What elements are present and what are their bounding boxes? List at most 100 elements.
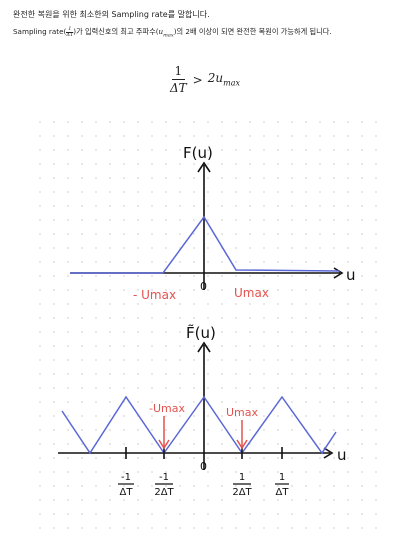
grid-dot [165,387,167,389]
grid-dot [137,135,139,137]
grid-dot [319,415,321,417]
grid-dot [207,121,209,123]
grid-dot [333,247,335,249]
grid-dot [179,485,181,487]
grid-dot [95,163,97,165]
grid-dot [151,485,153,487]
grid-dot [277,289,279,291]
grid-dot [123,373,125,375]
grid-dot [123,359,125,361]
grid-dot [263,289,265,291]
grid-dot [263,471,265,473]
grid-dot [151,401,153,403]
grid-dot [81,289,83,291]
grid-dot [277,233,279,235]
grid-dot [207,219,209,221]
grid-dot [277,513,279,515]
grid-dot [179,205,181,207]
grid-dot [221,177,223,179]
grid-dot [319,191,321,193]
grid-dot [333,289,335,291]
grid-dot [235,149,237,151]
grid-dot [81,149,83,151]
grid-dot [333,485,335,487]
grid-dot [319,485,321,487]
grid-dot [123,289,125,291]
grid-dot [347,177,349,179]
grid-dot [81,485,83,487]
grid-dot [347,261,349,263]
description-line: Sampling rate(1 ΔT)가 입력신호의 최고 주파수(umax)의 … [13,25,332,42]
grid-dot [151,387,153,389]
grid-dot [207,471,209,473]
grid-dot [39,443,41,445]
grid-dot [123,191,125,193]
grid-dot [347,485,349,487]
grid-dot [193,177,195,179]
grid-dot [165,177,167,179]
grid-dot [249,163,251,165]
grid-dot [179,513,181,515]
grid-dot [221,387,223,389]
grid-dot [165,499,167,501]
grid-dot [263,233,265,235]
grid-dot [249,401,251,403]
grid-dot [109,527,111,529]
grid-dot [137,317,139,319]
intro-line: 완전한 복원을 위한 최소한의 Sampling rate를 말합니다. [13,10,210,19]
grid-dot [333,121,335,123]
grid-dot [165,233,167,235]
grid-dot [123,247,125,249]
grid-dot [67,149,69,151]
grid-dot [193,401,195,403]
grid-dot [347,359,349,361]
grid-dot [361,471,363,473]
formula-den: ΔT [170,81,187,95]
grid-dot [193,345,195,347]
grid-dot [193,499,195,501]
grid-dot [221,415,223,417]
grid-dot [291,275,293,277]
grid-dot [277,457,279,459]
inline-fraction: 1 ΔT [66,26,74,38]
grid-dot [277,261,279,263]
grid-dot [319,303,321,305]
grid-dot [39,303,41,305]
grid-dot [207,387,209,389]
grid-dot [235,177,237,179]
grid-dot [375,317,377,319]
grid-dot [305,415,307,417]
grid-dot [291,373,293,375]
grid-dot [67,485,69,487]
grid-dot [67,401,69,403]
grid-dot [193,429,195,431]
grid-dot [263,331,265,333]
grid-dot [235,247,237,249]
grid-dot [277,177,279,179]
grid-dot [81,443,83,445]
grid-dot [319,359,321,361]
grid-dot [123,499,125,501]
grid-dot [179,191,181,193]
grid-dot [179,345,181,347]
grid-dot [81,219,83,221]
grid-dot [95,177,97,179]
grid-dot [249,471,251,473]
grid-dot [165,219,167,221]
grid-dot [207,513,209,515]
grid-dot [179,177,181,179]
grid-dot [235,401,237,403]
grid-dot [151,121,153,123]
grid-dot [361,205,363,207]
grid-dot [165,513,167,515]
grid-dot [361,499,363,501]
grid-dot [319,219,321,221]
grid-dot [333,457,335,459]
grid-dot [249,261,251,263]
grid-dot [123,513,125,515]
grid-dot [333,373,335,375]
grid-dot [109,135,111,137]
inline-umax-sub: max [163,32,174,39]
grid-dot [53,317,55,319]
grid-dot [221,205,223,207]
